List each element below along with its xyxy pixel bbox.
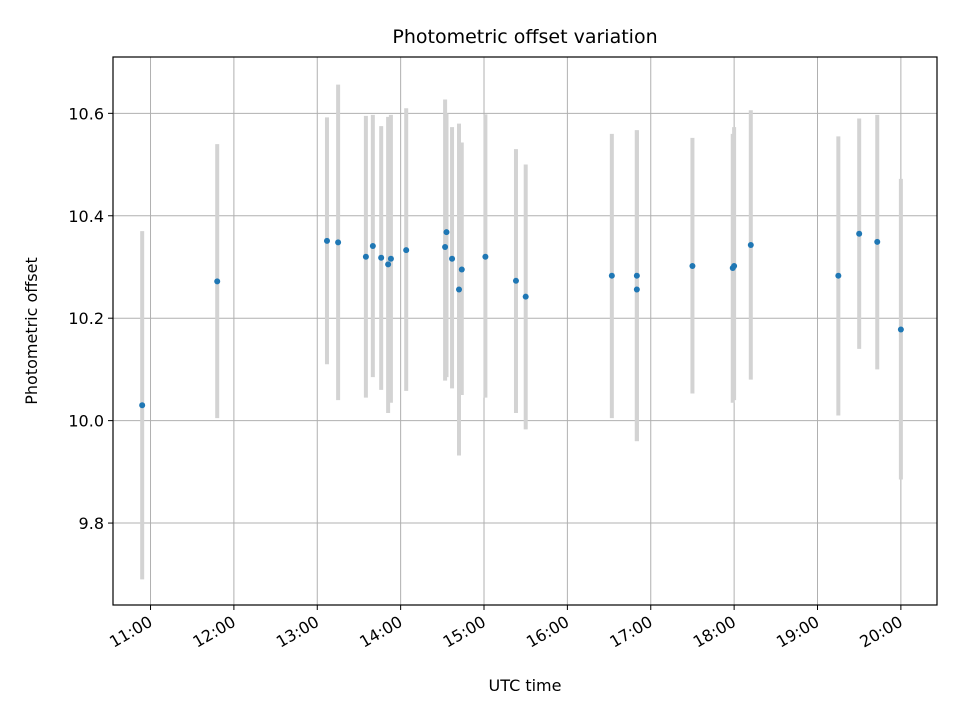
- data-point: [512, 277, 519, 284]
- y-tick-label: 10.4: [68, 207, 104, 226]
- data-point: [897, 326, 904, 333]
- data-point: [608, 272, 615, 279]
- y-axis-label: Photometric offset: [22, 257, 41, 405]
- y-tick-label: 9.8: [79, 514, 104, 533]
- data-point: [689, 262, 696, 269]
- data-point: [856, 230, 863, 237]
- chart-title: Photometric offset variation: [392, 26, 657, 48]
- data-point: [482, 253, 489, 260]
- data-point: [323, 237, 330, 244]
- y-tick-label: 10.0: [68, 412, 104, 431]
- data-point: [835, 272, 842, 279]
- data-point: [403, 247, 410, 254]
- data-point: [335, 239, 342, 246]
- y-tick-label: 10.6: [68, 104, 104, 123]
- data-point: [874, 238, 881, 245]
- data-point: [139, 402, 146, 409]
- data-point: [458, 266, 465, 273]
- data-point: [369, 242, 376, 249]
- data-point: [442, 244, 449, 251]
- data-points: [139, 229, 904, 409]
- data-point: [747, 241, 754, 248]
- data-point: [633, 272, 640, 279]
- data-point: [449, 255, 456, 262]
- data-point: [443, 229, 450, 236]
- data-point: [633, 286, 640, 293]
- data-point: [731, 262, 738, 269]
- data-point: [378, 254, 385, 261]
- data-point: [387, 255, 394, 262]
- data-point: [385, 261, 392, 268]
- x-axis-label: UTC time: [489, 676, 562, 695]
- data-point: [214, 278, 221, 285]
- data-point: [455, 286, 462, 293]
- y-tick-label: 10.2: [68, 309, 104, 328]
- data-point: [362, 253, 369, 260]
- y-axis-ticks: 9.8 10.0 10.2 10.4 10.6: [68, 104, 113, 533]
- data-point: [522, 293, 529, 300]
- plot-frame: [112, 56, 938, 606]
